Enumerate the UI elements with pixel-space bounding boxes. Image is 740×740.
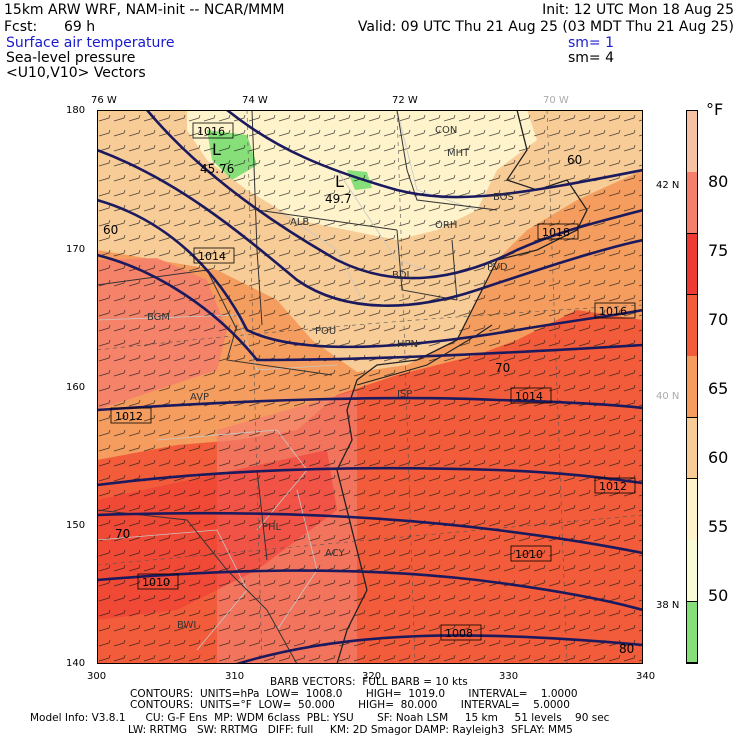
lon-label-70w: 70 W [543,95,569,106]
x-tick-310: 310 [225,671,245,682]
city-label: BDL [392,270,413,281]
legend-unit: °F [706,100,724,119]
field-pressure-smoothing: sm= 4 [568,50,615,66]
valid-time: Valid: 09 UTC Thu 21 Aug 25 (03 MDT Thu … [357,19,734,35]
legend-color-segment [687,479,697,541]
lat-label-38n: 38 N [656,600,680,611]
x-tick-330: 330 [499,671,519,682]
map-frame [97,110,643,664]
init-time: Init: 12 UTC Mon 18 Aug 25 [542,2,734,18]
forecast-label: Fcst: [4,19,38,35]
isobar-label: 1016 [599,305,627,318]
legend-label-65: 65 [708,379,729,398]
legend-color-segment [687,356,697,419]
footer-model-info-2: LW: RRTMG SW: RRTMG DIFF: full KM: 2D Sm… [128,724,573,736]
temp-label: 60 [567,153,582,167]
legend-label-70: 70 [708,310,729,329]
forecast-hour: 69 h [64,19,96,35]
temp-label: 45.76 [200,162,234,176]
field-temperature-label: Surface air temperature [6,35,175,51]
legend-color-segment [687,111,697,173]
footer-contours-pressure: CONTOURS: UNITS=hPa LOW= 1008.0 HIGH= 10… [130,688,578,700]
city-label: ALB [290,217,309,228]
y-tick-140: 140 [66,658,86,669]
city-label: AVP [190,392,209,403]
legend-label-75: 75 [708,241,729,260]
forecast-map-svg: 1016 1014 1012 1018 1016 1014 1012 1010 … [97,110,643,664]
y-tick-180: 180 [66,105,86,116]
city-label: ACY [325,548,345,559]
x-tick-300: 300 [87,671,107,682]
city-label: BWI [177,620,196,631]
lat-label-40n: 40 N [656,391,680,402]
city-label: CON [435,125,457,136]
y-tick-160: 160 [66,382,86,393]
y-tick-150: 150 [66,520,86,531]
x-tick-340: 340 [636,671,656,682]
isobar-label: 1012 [599,480,627,493]
legend-label-50: 50 [708,586,729,605]
legend-color-segment [687,233,697,296]
city-label: PVD [487,262,508,273]
legend-color-segment [687,172,697,235]
lon-label-72w: 72 W [392,95,418,106]
y-tick-170: 170 [66,244,86,255]
temp-label: 80 [619,642,634,656]
isobar-labels: 1016 1014 1012 1018 1016 1014 1012 1010 … [110,122,636,641]
footer-contours-temperature: CONTOURS: UNITS=°F LOW= 50.000 HIGH= 80.… [130,699,570,711]
footer-barb-info: BARB VECTORS: FULL BARB = 10 kts [270,676,468,688]
city-label: PHL [262,522,282,533]
field-vectors-label: <U10,V10> Vectors [6,65,146,81]
isobar-label: 1010 [515,548,543,561]
footer-model-info: Model Info: V3.8.1 CU: G-F Ens MP: WDM 6… [30,712,610,724]
isobar-label: 1014 [198,250,226,263]
lat-label-42n: 42 N [656,180,680,191]
legend-color-segment [687,540,697,603]
city-label: BGM [147,312,170,323]
x-tick-320: 320 [362,671,382,682]
temp-label: 49.7 [325,192,352,206]
city-label: ORH [435,220,457,231]
city-label: MHT [447,148,470,159]
legend-color-segment [687,295,697,357]
lat-lon-grid [97,110,643,664]
temp-label: 70 [495,361,510,375]
city-labels: CON MHT BOS ORH ALB BDL PVD POU HPN BGM … [147,125,514,631]
city-label: HPN [397,339,418,350]
temp-label: 70 [115,527,130,541]
isobars [97,110,643,664]
isobar-label: 1014 [515,390,543,403]
isobar-label: 1016 [197,125,225,138]
legend-label-60: 60 [708,448,729,467]
temperature-labels: 45.76 49.7 60 60 70 70 80 [103,153,634,656]
city-label: BOS [493,192,514,203]
legend-color-segment [687,601,697,664]
long-island [356,324,493,386]
city-label: ISP [397,389,412,400]
field-pressure-label: Sea-level pressure [6,50,136,66]
lon-label-74w: 74 W [242,95,268,106]
low-center-marker: L [212,140,221,159]
legend-label-55: 55 [708,517,729,536]
temperature-color-bar [686,110,698,664]
field-temperature-smoothing: sm= 1 [568,35,615,51]
isobar-label: 1018 [542,226,570,239]
model-title: 15km ARW WRF, NAM-init -- NCAR/MMM [4,2,285,18]
low-center-marker: L [335,172,344,191]
temp-label: 60 [103,223,118,237]
city-label: POU [315,326,336,337]
isobar-label: 1012 [115,410,143,423]
forecast-map: 1016 1014 1012 1018 1016 1014 1012 1010 … [97,110,643,664]
isobar-label: 1010 [142,576,170,589]
lon-label-76w: 76 W [91,95,117,106]
isobar-label: 1008 [445,627,473,640]
coastline [336,110,588,664]
legend-color-segment [687,417,697,480]
legend-label-80: 80 [708,172,729,191]
